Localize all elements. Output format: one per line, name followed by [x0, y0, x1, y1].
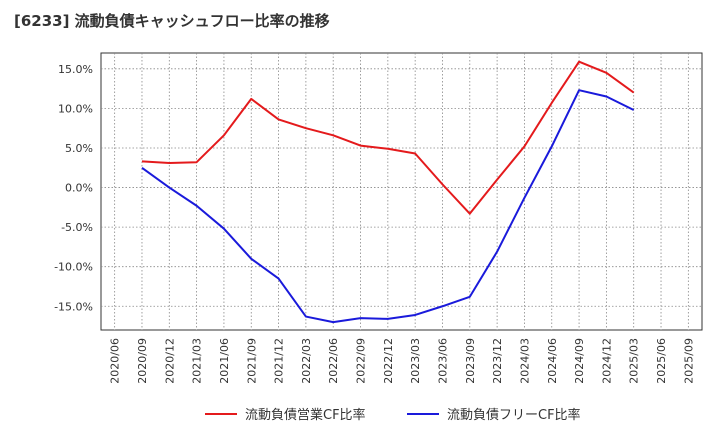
x-tick-label: 2025/09 [682, 338, 695, 384]
data-point [605, 95, 607, 97]
data-point [633, 91, 635, 93]
data-point [387, 148, 389, 150]
x-axis: 2020/06 2020/09 2020/12 2021/03 2021/06 2021/… [109, 338, 696, 384]
chart-title: [6233] 流動負債キャッシュフロー比率の推移 [14, 12, 330, 30]
data-point [469, 296, 471, 298]
data-point [551, 102, 553, 104]
data-point [633, 109, 635, 111]
data-point [223, 134, 225, 136]
data-point [523, 145, 525, 147]
legend-label-2: 流動負債フリーCF比率 [447, 407, 581, 423]
data-point [305, 127, 307, 129]
data-point [195, 161, 197, 163]
y-tick-label: 10.0% [58, 102, 93, 115]
data-point [441, 305, 443, 307]
x-tick-label: 2022/12 [382, 338, 395, 384]
data-point [195, 205, 197, 207]
data-point [305, 315, 307, 317]
x-tick-label: 2024/12 [600, 338, 613, 384]
y-axis: 15.0% 10.0% 5.0% 0.0% -5.0% -10.0% -15.0% [54, 63, 93, 313]
x-tick-label: 2021/06 [218, 338, 231, 384]
data-point [223, 227, 225, 229]
data-point [168, 186, 170, 188]
data-point [141, 160, 143, 162]
y-tick-label: -15.0% [54, 300, 93, 313]
x-tick-label: 2022/09 [355, 338, 368, 384]
x-tick-label: 2024/03 [518, 338, 531, 384]
x-tick-label: 2023/12 [491, 338, 504, 384]
y-tick-label: -10.0% [54, 261, 93, 274]
data-point [496, 178, 498, 180]
x-tick-label: 2020/09 [136, 338, 149, 384]
y-tick-label: 15.0% [58, 63, 93, 76]
data-point [141, 167, 143, 169]
x-tick-label: 2023/09 [464, 338, 477, 384]
y-tick-label: -5.0% [61, 221, 93, 234]
series-layer [141, 60, 635, 324]
y-tick-label: 0.0% [65, 182, 93, 195]
x-tick-label: 2023/03 [409, 338, 422, 384]
x-tick-label: 2022/06 [327, 338, 340, 384]
x-tick-label: 2021/09 [245, 338, 258, 384]
x-tick-label: 2021/03 [191, 338, 204, 384]
data-point [578, 61, 580, 63]
data-point [414, 314, 416, 316]
data-point [605, 72, 607, 74]
x-tick-label: 2022/03 [300, 338, 313, 384]
legend-label-1: 流動負債営業CF比率 [245, 407, 366, 423]
x-tick-label: 2024/06 [546, 338, 559, 384]
legend: 流動負債営業CF比率 流動負債フリーCF比率 [205, 407, 581, 423]
data-point [359, 144, 361, 146]
data-point [551, 145, 553, 147]
grid-lines [101, 53, 702, 330]
x-tick-label: 2020/12 [163, 338, 176, 384]
data-point [387, 318, 389, 320]
data-point [578, 89, 580, 91]
data-point [277, 277, 279, 279]
series-line-1 [141, 60, 635, 215]
series-line-2 [141, 89, 635, 324]
data-point [441, 183, 443, 185]
data-point [523, 197, 525, 199]
data-point [469, 212, 471, 214]
data-point [250, 258, 252, 260]
data-point [277, 118, 279, 120]
data-point [168, 162, 170, 164]
x-tick-label: 2025/03 [628, 338, 641, 384]
x-tick-label: 2021/12 [273, 338, 286, 384]
data-point [250, 98, 252, 100]
data-point [332, 321, 334, 323]
data-point [414, 152, 416, 154]
x-tick-label: 2020/06 [109, 338, 122, 384]
plot-area [100, 52, 703, 331]
data-point [496, 250, 498, 252]
y-tick-label: 5.0% [65, 142, 93, 155]
x-tick-label: 2025/06 [655, 338, 668, 384]
x-tick-label: 2024/09 [573, 338, 586, 384]
data-point [359, 317, 361, 319]
data-point [332, 134, 334, 136]
x-tick-label: 2023/06 [436, 338, 449, 384]
